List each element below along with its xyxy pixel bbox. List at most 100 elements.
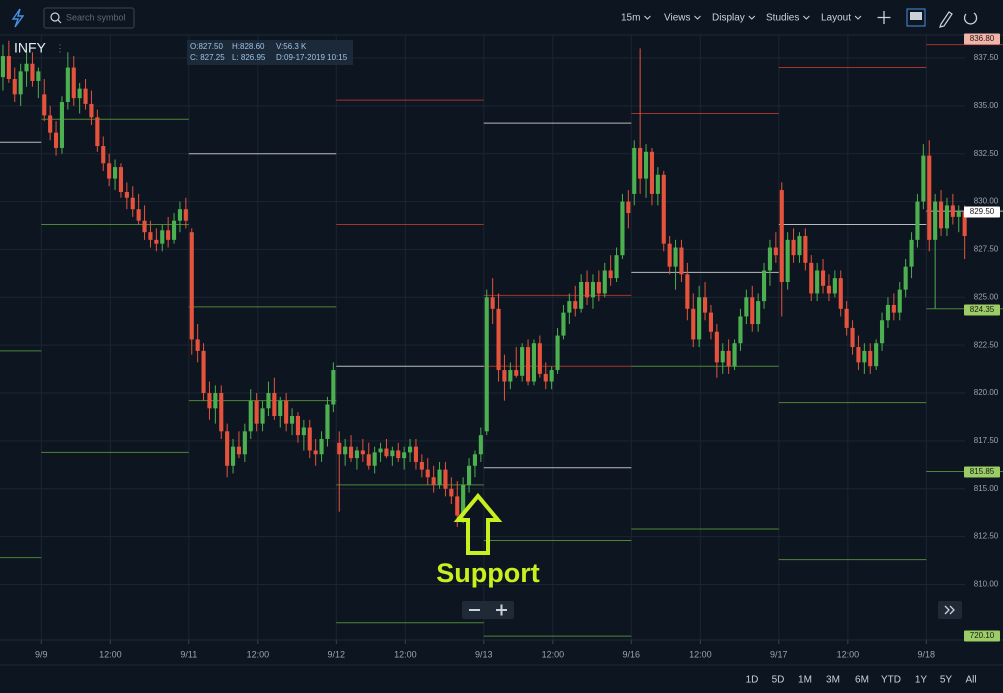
range-button[interactable]: 5Y — [940, 675, 953, 686]
price-badge-label: 824.35 — [970, 305, 995, 314]
candle-body — [508, 370, 513, 382]
candle-body — [24, 63, 29, 72]
x-tick-label: 9/13 — [475, 649, 493, 659]
candle-body — [201, 350, 206, 394]
range-button[interactable]: YTD — [881, 675, 901, 686]
candle-body — [915, 201, 920, 240]
candle-body — [461, 484, 466, 516]
candle-body — [284, 400, 289, 424]
candle-body — [136, 209, 141, 221]
candle-body — [372, 452, 377, 466]
candle-body — [761, 270, 767, 302]
candle-body — [390, 450, 395, 457]
candle-body — [573, 301, 578, 309]
candle-body — [148, 232, 153, 240]
candle-body — [18, 71, 23, 95]
candle-body — [938, 201, 944, 229]
candle-body — [767, 247, 773, 271]
x-tick-label: 9/12 — [328, 649, 346, 659]
candle-body — [289, 415, 295, 424]
candle-body — [171, 220, 177, 240]
candle-body — [107, 163, 112, 179]
candle-body — [295, 415, 301, 436]
range-button[interactable]: All — [965, 675, 976, 686]
candle-body — [307, 427, 312, 451]
y-tick-label: 812.50 — [974, 532, 999, 541]
candle-body — [879, 320, 885, 344]
toolbar-menu[interactable]: 15m — [621, 13, 640, 24]
candle-body — [65, 67, 70, 103]
y-tick-label: 820.00 — [974, 388, 999, 397]
candle-body — [112, 167, 118, 179]
candle-body — [897, 289, 902, 313]
candle-body — [632, 147, 637, 194]
candle-body — [248, 400, 253, 432]
legend-low: L: 826.95 — [232, 53, 266, 62]
candle-body — [685, 274, 690, 309]
candle-body — [449, 488, 454, 497]
toolbar-menu[interactable]: Studies — [766, 13, 799, 24]
candle-body — [384, 448, 389, 457]
candle-body — [118, 167, 124, 192]
range-button[interactable]: 6M — [855, 675, 869, 686]
candle-body — [348, 446, 354, 459]
range-button[interactable]: 1Y — [915, 675, 928, 686]
candle-body — [313, 450, 318, 455]
candle-body — [95, 117, 100, 147]
candle-body — [927, 155, 932, 240]
menu-chevron — [803, 15, 810, 20]
candle-body — [502, 370, 507, 382]
candle-body — [620, 201, 625, 256]
candle-body — [6, 56, 11, 80]
candle-body — [36, 71, 41, 81]
x-tick-label: 12:00 — [689, 649, 712, 659]
refresh-icon[interactable] — [963, 12, 978, 25]
range-button[interactable]: 3M — [826, 675, 840, 686]
candle-body — [89, 103, 94, 118]
candle-body — [236, 446, 242, 455]
candle-body — [856, 347, 861, 363]
candle-body — [183, 209, 188, 221]
x-tick-label: 9/16 — [623, 649, 641, 659]
toolbar-menu[interactable]: Display — [712, 13, 745, 24]
support-label: Support — [436, 558, 539, 588]
price-badge — [964, 304, 1000, 316]
candle-body — [514, 370, 519, 376]
candle-body — [407, 446, 413, 453]
symbol-menu[interactable]: ⋮ — [55, 44, 65, 55]
candle-body — [331, 370, 336, 405]
candle-body — [714, 331, 719, 363]
x-tick-label: 12:00 — [247, 649, 270, 659]
candle-body — [230, 446, 236, 466]
candle-body — [596, 281, 601, 294]
search-placeholder: Search symbol — [66, 12, 126, 22]
candle-body — [874, 343, 879, 367]
chat-icon — [910, 12, 922, 20]
candle-body — [266, 393, 271, 409]
chat-button[interactable] — [906, 8, 926, 27]
toolbar-menu[interactable]: Views — [664, 13, 691, 24]
y-tick-label: 810.00 — [974, 580, 999, 589]
candle-body — [561, 312, 566, 336]
toolbar-menu[interactable]: Layout — [821, 13, 851, 24]
candle-body — [750, 297, 755, 325]
candle-body — [124, 191, 129, 198]
range-button[interactable]: 5D — [772, 675, 785, 686]
x-tick-label: 9/9 — [35, 649, 48, 659]
zoom-in[interactable] — [496, 604, 507, 616]
range-button[interactable]: 1D — [746, 675, 759, 686]
candles — [0, 40, 967, 528]
candle-body — [673, 247, 678, 267]
add-icon[interactable] — [877, 11, 891, 24]
draw-icon[interactable] — [939, 11, 953, 28]
range-button[interactable]: 1M — [798, 675, 812, 686]
search-box[interactable] — [43, 7, 135, 29]
legend-close: C: 827.25 — [190, 53, 225, 62]
scroll-right[interactable] — [938, 601, 962, 619]
candle-body — [419, 461, 424, 470]
candle-body — [360, 450, 365, 455]
candle-body — [832, 278, 837, 294]
candle-body — [413, 446, 419, 462]
logo-icon[interactable] — [11, 8, 25, 28]
candle-body — [820, 270, 826, 286]
